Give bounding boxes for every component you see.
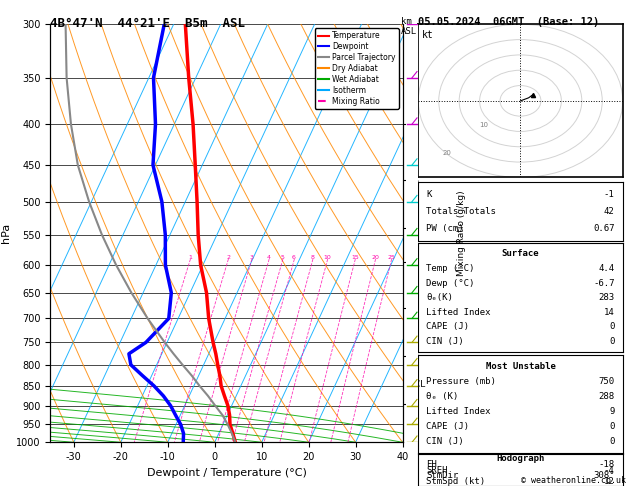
Text: Pressure (mb): Pressure (mb) [426, 377, 496, 386]
Text: 0: 0 [609, 437, 615, 446]
Text: 5: 5 [281, 255, 284, 260]
Text: 9: 9 [609, 407, 615, 416]
Text: K: K [426, 190, 432, 199]
Text: 750: 750 [598, 377, 615, 386]
Text: 4.4: 4.4 [598, 264, 615, 273]
Text: 05.05.2024  06GMT  (Base: 12): 05.05.2024 06GMT (Base: 12) [418, 17, 599, 27]
Text: 283: 283 [598, 293, 615, 302]
Text: 10: 10 [479, 122, 488, 128]
Text: -6.7: -6.7 [593, 278, 615, 288]
Text: 288: 288 [598, 392, 615, 401]
Text: 0.67: 0.67 [593, 224, 615, 233]
Y-axis label: Mixing Ratio (g/kg): Mixing Ratio (g/kg) [457, 191, 467, 276]
Text: 4B°47'N  44°21'E  B5m  ASL: 4B°47'N 44°21'E B5m ASL [50, 17, 245, 30]
Text: -4: -4 [604, 466, 615, 475]
Text: 14: 14 [604, 308, 615, 317]
Text: SREH: SREH [426, 466, 448, 475]
Text: 10: 10 [323, 255, 331, 260]
Text: 20: 20 [442, 150, 452, 156]
Text: CAPE (J): CAPE (J) [426, 422, 469, 431]
Text: kt: kt [423, 31, 434, 40]
Text: θₑ(K): θₑ(K) [426, 293, 454, 302]
Text: -18: -18 [598, 460, 615, 469]
Y-axis label: hPa: hPa [1, 223, 11, 243]
Text: 2: 2 [226, 255, 230, 260]
Text: 8: 8 [311, 255, 314, 260]
Text: 12: 12 [604, 477, 615, 486]
Text: 1: 1 [188, 255, 192, 260]
Text: CAPE (J): CAPE (J) [426, 322, 469, 331]
Text: Totals Totals: Totals Totals [426, 207, 496, 216]
Text: CIN (J): CIN (J) [426, 337, 464, 346]
Text: 308°: 308° [593, 471, 615, 481]
Text: -1: -1 [604, 190, 615, 199]
Text: 4: 4 [267, 255, 271, 260]
Legend: Temperature, Dewpoint, Parcel Trajectory, Dry Adiabat, Wet Adiabat, Isotherm, Mi: Temperature, Dewpoint, Parcel Trajectory… [314, 28, 399, 109]
Text: StmDir: StmDir [426, 471, 459, 481]
Text: PW (cm): PW (cm) [426, 224, 464, 233]
Text: Dewp (°C): Dewp (°C) [426, 278, 475, 288]
Text: Lifted Index: Lifted Index [426, 407, 491, 416]
Text: 20: 20 [371, 255, 379, 260]
Text: 25: 25 [387, 255, 395, 260]
Text: 0: 0 [609, 422, 615, 431]
X-axis label: Dewpoint / Temperature (°C): Dewpoint / Temperature (°C) [147, 468, 306, 478]
Text: 0: 0 [609, 322, 615, 331]
Text: © weatheronline.co.uk: © weatheronline.co.uk [521, 476, 626, 485]
Text: 0: 0 [609, 337, 615, 346]
Text: 15: 15 [351, 255, 359, 260]
Text: LCL: LCL [409, 380, 426, 389]
Text: 3: 3 [250, 255, 253, 260]
Text: km
ASL: km ASL [401, 17, 418, 36]
Text: 42: 42 [604, 207, 615, 216]
Text: Most Unstable: Most Unstable [486, 362, 555, 371]
Text: Temp (°C): Temp (°C) [426, 264, 475, 273]
Text: StmSpd (kt): StmSpd (kt) [426, 477, 486, 486]
Text: CIN (J): CIN (J) [426, 437, 464, 446]
Text: Lifted Index: Lifted Index [426, 308, 491, 317]
Text: 6: 6 [292, 255, 296, 260]
Text: Hodograph: Hodograph [496, 454, 545, 463]
Text: Surface: Surface [502, 249, 539, 259]
Text: θₑ (K): θₑ (K) [426, 392, 459, 401]
Text: EH: EH [426, 460, 437, 469]
